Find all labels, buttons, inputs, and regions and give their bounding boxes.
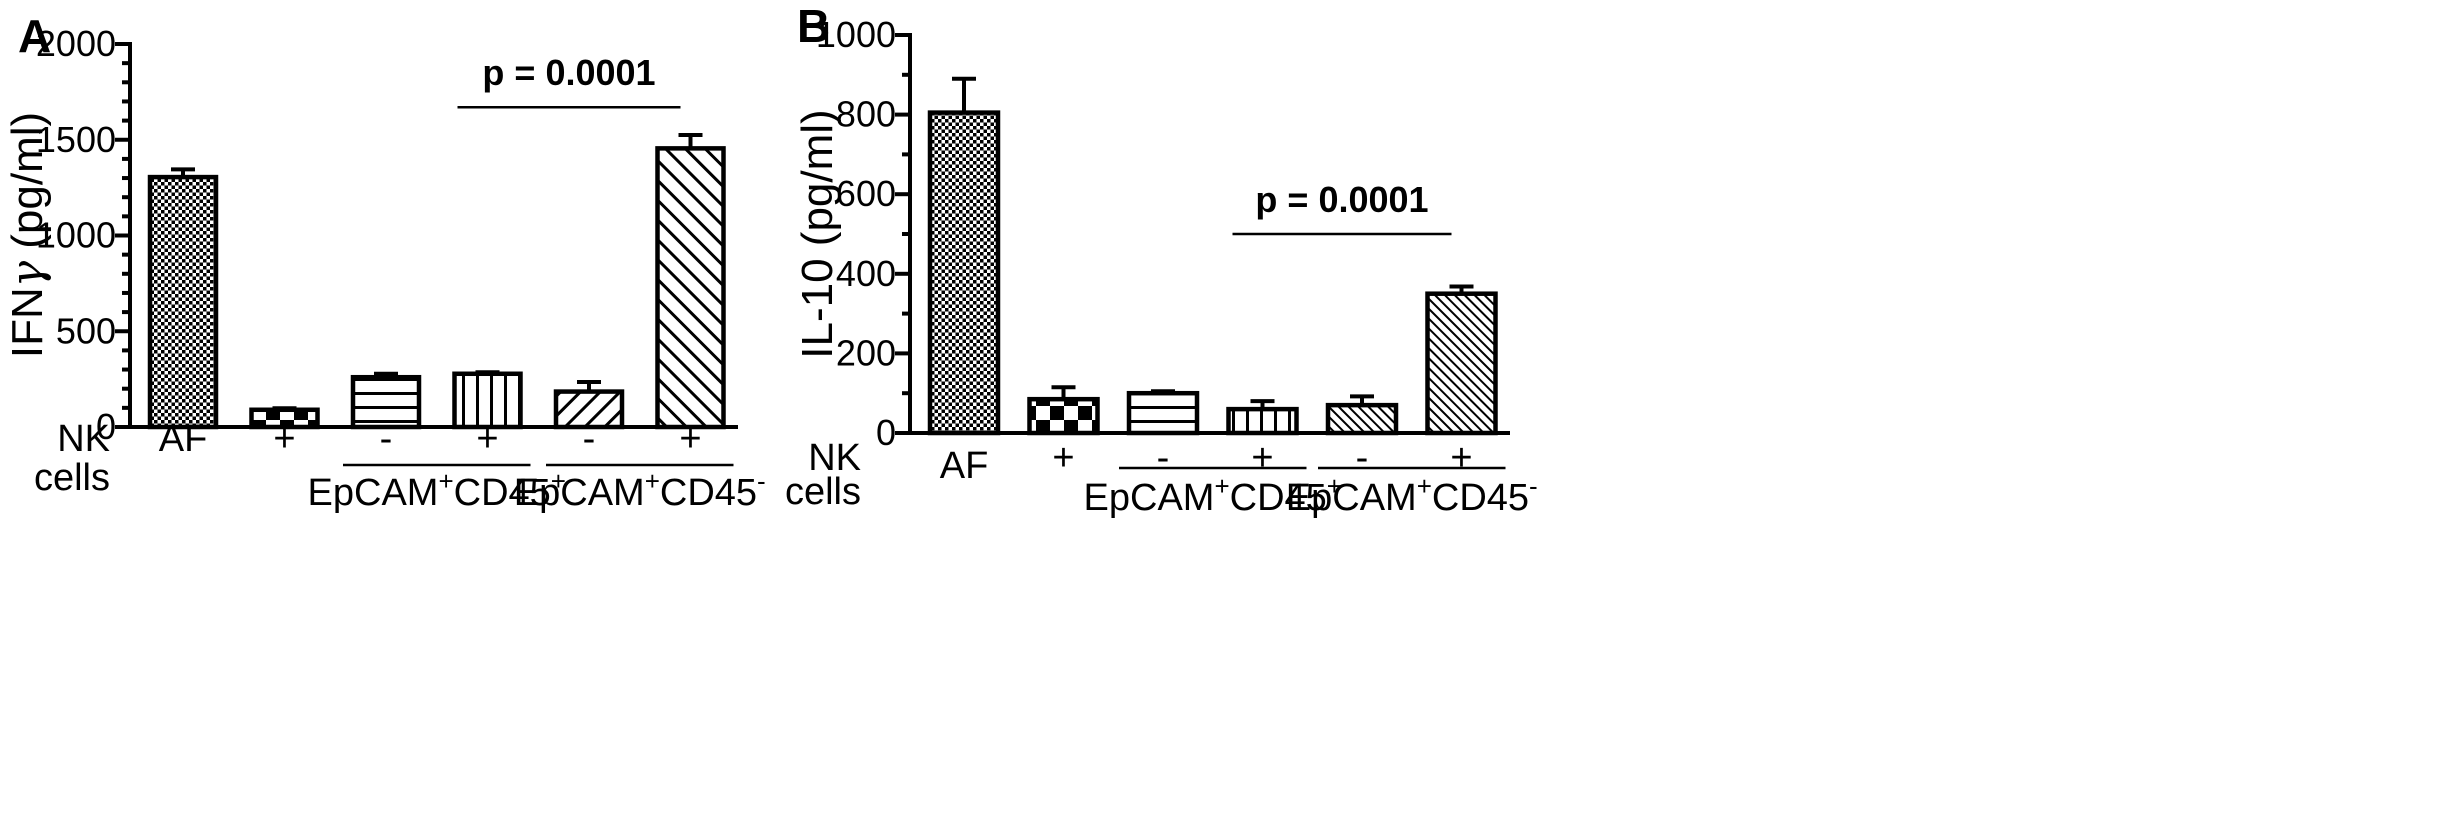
bar	[1226, 406, 1299, 436]
group-label: EpCAM+CD45+	[1084, 471, 1342, 519]
bar	[1027, 396, 1100, 436]
y-axis-label: IFNγ (pg/ml)	[2, 112, 53, 358]
group-label-sup1: +	[438, 466, 453, 496]
panel-letter: B	[797, 0, 830, 52]
group-label-label: EpCAM	[308, 472, 439, 514]
y-axis-label-greek: γ	[2, 260, 53, 287]
y-tick-label: 800	[836, 94, 896, 135]
group-label-sup1: +	[1214, 471, 1229, 501]
y-tick-label: 200	[836, 332, 896, 373]
panel-letter: A	[18, 10, 51, 62]
category-label: -	[583, 418, 596, 460]
bar	[553, 389, 625, 430]
bar	[452, 371, 523, 430]
category-label: -	[1157, 437, 1170, 479]
bar	[350, 374, 422, 430]
category-label: -	[380, 418, 393, 460]
row-label-cells: cells	[785, 471, 861, 513]
group-label-sup2: +	[1327, 471, 1342, 501]
y-axis-label-unit: (pg/ml)	[3, 112, 52, 261]
y-tick-label: 2000	[36, 23, 116, 64]
group-label-mid: CD45	[1432, 477, 1529, 519]
group-label: EpCAM+CD45-	[514, 466, 766, 514]
category-label: +	[1251, 437, 1273, 479]
y-tick-label: 0	[876, 412, 896, 453]
category-label: +	[476, 418, 498, 460]
group-label-mid: CD45	[660, 472, 757, 514]
bar	[249, 407, 320, 430]
bar	[1425, 291, 1498, 436]
group-label-sup2: -	[757, 466, 766, 496]
category-label: +	[1450, 437, 1472, 479]
bar	[927, 110, 1001, 436]
bar	[655, 146, 726, 430]
y-tick-label: 400	[836, 253, 896, 294]
group-label-label: EpCAM	[514, 472, 645, 514]
y-axis-label-main: IFN	[3, 287, 52, 358]
category-label: -	[1356, 437, 1369, 479]
group-label-sup2: +	[551, 466, 566, 496]
group-label-sup2: -	[1529, 471, 1538, 501]
category-label: +	[273, 418, 295, 460]
bar	[1325, 402, 1399, 436]
y-axis-label-main: IL-10 (pg/ml)	[793, 109, 842, 358]
y-tick-label: 1500	[36, 119, 116, 160]
y-axis-label: IL-10 (pg/ml)	[793, 109, 842, 358]
p-value-label: p = 0.0001	[482, 52, 655, 93]
y-tick-label: 0	[96, 406, 116, 447]
row-label-cells: cells	[34, 457, 110, 499]
category-label: +	[679, 418, 701, 460]
group-label-sup1: +	[645, 466, 660, 496]
category-label: AF	[940, 445, 989, 487]
category-label: +	[1052, 437, 1074, 479]
y-tick-label: 1000	[36, 215, 116, 256]
group-label-mid: CD45	[1230, 477, 1327, 519]
bar	[1126, 390, 1200, 436]
group-label-sup1: +	[1417, 471, 1432, 501]
group-label: EpCAM+CD45-	[1286, 471, 1538, 519]
row-label-nk: NK	[808, 437, 861, 479]
y-tick-label: 600	[836, 173, 896, 214]
bar	[147, 174, 219, 430]
group-label-label: EpCAM	[1286, 477, 1417, 519]
category-label: AF	[159, 418, 208, 460]
group-label-label: EpCAM	[1084, 477, 1215, 519]
group-label: EpCAM+CD45+	[308, 466, 566, 514]
y-tick-label: 1000	[816, 14, 896, 55]
y-tick-label: 500	[56, 310, 116, 351]
p-value-label: p = 0.0001	[1255, 179, 1428, 220]
row-label-nk: NK	[57, 418, 110, 460]
group-label-mid: CD45	[454, 472, 551, 514]
